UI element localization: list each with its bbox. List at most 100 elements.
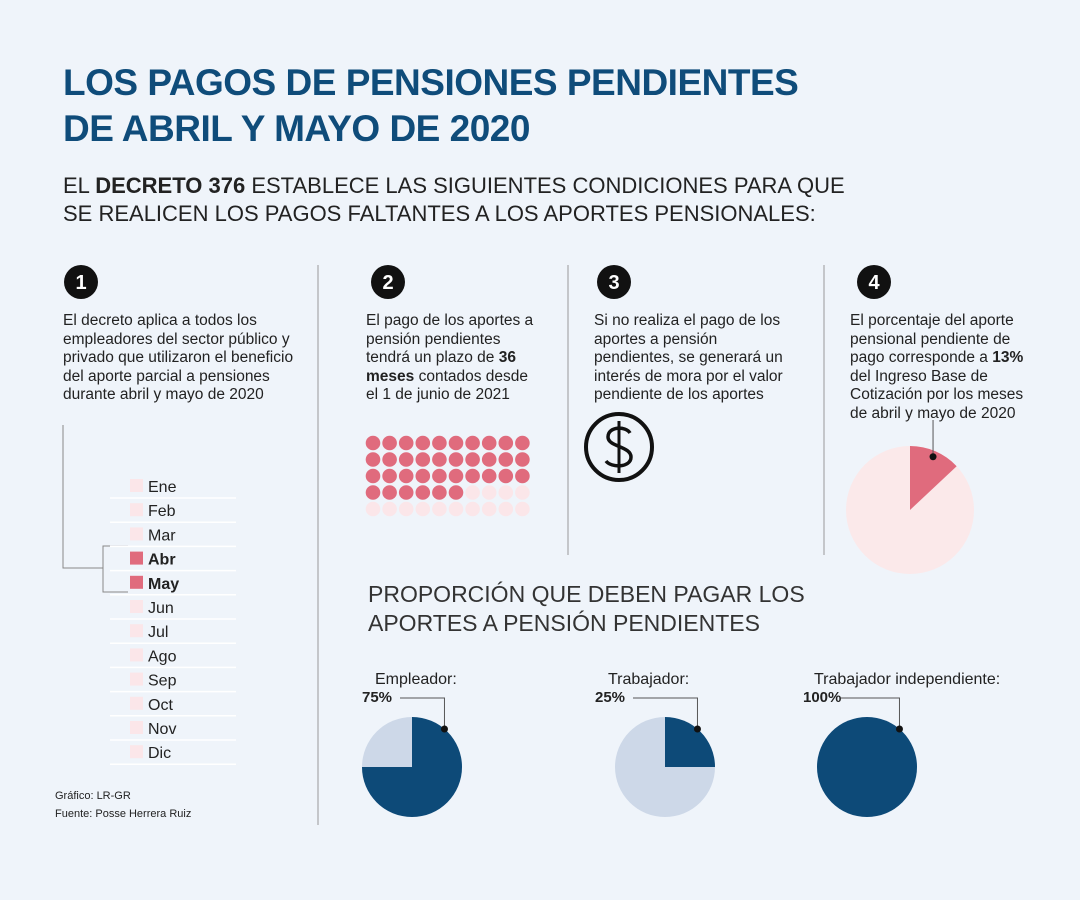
- text-segment: contados desde el 1 de junio de 2021: [366, 367, 529, 404]
- waffle-dot: [365, 435, 381, 451]
- waffle-empty: [382, 501, 397, 517]
- waffle-dot: [448, 452, 464, 467]
- step-number: 1: [75, 272, 86, 294]
- waffle-dot: [481, 452, 497, 467]
- title-line: DE ABRIL Y MAYO DE 2020: [63, 108, 530, 149]
- subtitle-line: EL DECRETO 376 ESTABLECE LAS SIGUIENTES …: [63, 172, 845, 200]
- waffle-dot: [415, 468, 431, 484]
- text-segment: El porcentaje del aporte pensional pendi…: [850, 312, 1014, 366]
- section-title-line: PROPORCIÓN QUE DEBEN PAGAR LOS: [368, 581, 805, 607]
- waffle-dot: [382, 485, 397, 500]
- waffle-empty: [398, 501, 414, 517]
- waffle-dot: [432, 468, 447, 484]
- month-label: Abr: [148, 552, 176, 569]
- step-number: 4: [868, 272, 880, 294]
- waffle-dot: [465, 452, 480, 467]
- step-badge: [371, 265, 405, 299]
- month-marker: [130, 575, 143, 589]
- waffle-dot: [382, 468, 397, 484]
- subtitle-line: SE REALICEN LOS PAGOS FALTANTES A LOS AP…: [63, 201, 816, 226]
- waffle-dot: [465, 435, 480, 451]
- month-label: Ene: [148, 479, 177, 496]
- waffle-dot: [382, 435, 397, 451]
- text-segment: EL: [63, 173, 90, 198]
- waffle-empty: [432, 501, 447, 517]
- callout: [400, 697, 445, 729]
- title-line: LOS PAGOS DE PENSIONES PENDIENTES: [63, 62, 799, 103]
- month-marker: [130, 745, 143, 759]
- waffle-dot: [415, 452, 431, 467]
- waffle-dot: [432, 452, 447, 467]
- step-text: El porcentaje del aporte pensional pendi…: [850, 312, 1040, 423]
- waffle-empty: [481, 485, 497, 500]
- callout-dot: [693, 725, 701, 733]
- text-segment: El decreto aplica a todos los empleadore…: [63, 312, 294, 403]
- month-label: Nov: [148, 721, 176, 738]
- waffle-empty: [515, 485, 530, 500]
- credit: Gráfico: LR-GR: [55, 790, 131, 802]
- waffle-dot: [515, 468, 530, 484]
- waffle-dot: [465, 468, 480, 484]
- text-segment: 36 meses: [366, 349, 516, 385]
- month-label: Ago: [148, 648, 177, 665]
- waffle-dot: [415, 485, 431, 500]
- title: LOS PAGOS DE PENSIONES PENDIENTES DE ABR…: [63, 60, 799, 152]
- month-marker: [130, 624, 143, 638]
- waffle-dot: [415, 435, 431, 451]
- month-marker: [130, 721, 143, 734]
- waffle-dot: [448, 435, 464, 451]
- month-label: Jun: [148, 600, 174, 617]
- step-text: El pago de los aportes a pensión pendien…: [366, 312, 541, 405]
- waffle-dot: [365, 485, 381, 500]
- callout: [633, 697, 698, 729]
- month-label: Dic: [148, 745, 171, 762]
- subtitle: EL DECRETO 376 ESTABLECE LAS SIGUIENTES …: [63, 172, 845, 228]
- text-segment: del Ingreso Base de Cotización por los m…: [850, 367, 1024, 422]
- waffle-empty: [481, 501, 497, 517]
- pie-slice: [665, 717, 715, 767]
- waffle-dot: [481, 468, 497, 484]
- callout-dot: [440, 725, 448, 733]
- waffle-empty: [465, 501, 480, 517]
- month-label: May: [148, 576, 179, 593]
- waffle-empty: [515, 501, 530, 517]
- waffle-dot: [398, 435, 414, 451]
- month-label: Oct: [148, 697, 173, 714]
- callout-dot: [895, 725, 903, 733]
- step-badge: [857, 265, 891, 299]
- step-badge: [64, 265, 98, 299]
- step-text: El decreto aplica a todos los empleadore…: [63, 312, 303, 405]
- waffle-dot: [481, 435, 497, 451]
- waffle-dot: [398, 485, 414, 500]
- section-title: PROPORCIÓN QUE DEBEN PAGAR LOS APORTES A…: [368, 580, 805, 638]
- waffle-dot: [365, 468, 381, 484]
- pie-label: Empleador:: [375, 671, 457, 688]
- text-segment: ESTABLECE LAS SIGUIENTES CONDICIONES PAR…: [251, 173, 845, 198]
- step-number: 3: [608, 272, 619, 294]
- pie-label: Trabajador independiente:: [814, 671, 1000, 688]
- waffle-empty: [415, 501, 431, 517]
- month-marker: [130, 479, 143, 492]
- step-badge: [597, 265, 631, 299]
- pie-slice: [817, 717, 917, 817]
- source: Fuente: Posse Herrera Ruiz: [55, 808, 192, 820]
- callout-dot: [929, 453, 937, 461]
- month-marker: [130, 600, 143, 613]
- month-label: Sep: [148, 673, 177, 690]
- waffle-dot: [498, 468, 514, 484]
- waffle-empty: [365, 501, 381, 517]
- waffle-dot: [448, 485, 464, 500]
- pie-label: Trabajador:: [608, 671, 689, 688]
- waffle-empty: [448, 501, 464, 517]
- pie-value-label: 75%: [362, 689, 392, 706]
- dollar-icon: [584, 412, 654, 482]
- bracket: [62, 425, 128, 593]
- waffle-dot: [498, 452, 514, 467]
- section-title-line: APORTES A PENSIÓN PENDIENTES: [368, 610, 760, 636]
- waffle-empty: [498, 501, 514, 517]
- pie-value-label: 100%: [803, 689, 841, 706]
- text-segment: El pago de los aportes a pensión pendien…: [366, 312, 534, 366]
- waffle-dot: [432, 485, 447, 500]
- waffle-dot: [365, 452, 381, 467]
- month-label: Jul: [148, 624, 168, 641]
